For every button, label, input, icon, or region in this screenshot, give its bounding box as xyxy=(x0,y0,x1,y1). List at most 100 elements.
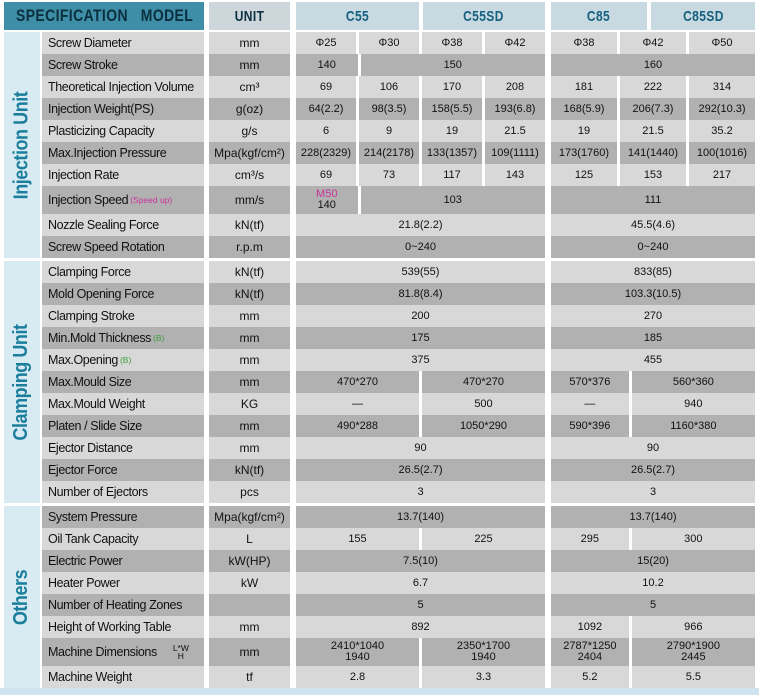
unit-cell: mm xyxy=(209,437,290,459)
table-row: Max.Mould Weight KG —500—940 xyxy=(42,393,755,415)
value-group-left: 21.8(2.2) xyxy=(296,214,545,236)
value-cell: Φ38 xyxy=(422,32,482,54)
value-cells: 2.8 3.3 5.2 5.5 xyxy=(296,666,755,688)
value-cell: Φ30 xyxy=(359,32,419,54)
header-model-c55sd-label: C55SD xyxy=(463,7,505,25)
unit-cell: mm xyxy=(209,638,290,666)
value-cell: 560*360 xyxy=(631,371,755,393)
value-cell: 19 xyxy=(551,120,617,142)
spec-label: Injection Rate xyxy=(48,168,119,182)
value-line-2: 140 xyxy=(317,199,336,211)
header-model-group-left: C55 C55SD xyxy=(296,2,545,30)
value-cell: 103.3(10.5) xyxy=(551,283,755,305)
value-cell: 90 xyxy=(296,437,545,459)
spec-label-cell: Platen / Slide Size xyxy=(42,415,204,437)
spec-label: Platen / Slide Size xyxy=(48,419,142,433)
value-cell: 35.2 xyxy=(689,120,755,142)
value-cell: 125 xyxy=(551,164,617,186)
value-cell: 295 xyxy=(551,528,629,550)
value-line-1: M50 xyxy=(316,187,338,200)
unit-cell: kN(tf) xyxy=(209,459,290,481)
unit-cell: r.p.m xyxy=(209,236,290,258)
spec-label-cell: Heater Power xyxy=(42,572,204,594)
value-cell: 69 xyxy=(296,76,356,98)
value-group-left: Φ25 Φ30 Φ38 Φ42 xyxy=(296,32,545,54)
value-group-left: 81.8(8.4) xyxy=(296,283,545,305)
spec-table-body: Injection Unit Screw Diameter mm Φ25 Φ30 Φ38 Φ… xyxy=(4,32,755,688)
spec-label-cell: Theoretical Injection Volume xyxy=(42,76,204,98)
header-model-c85sd: C85SD xyxy=(651,2,755,30)
spec-label: Clamping Stroke xyxy=(48,309,135,323)
unit-cell: mm xyxy=(209,327,290,349)
value-group-left: 7.5(10) xyxy=(296,550,545,572)
value-group-left: 140 150 xyxy=(296,54,545,76)
value-cell: 2410*1040 1940 xyxy=(296,638,419,666)
value-cell: 3 xyxy=(551,481,755,503)
value-cells: 228(2329) 214(2178) 133(1357) 109(1111) 173(… xyxy=(296,142,755,164)
unit-cell: mm xyxy=(209,349,290,371)
value-cells: 200 270 xyxy=(296,305,755,327)
value-group-left: 175 xyxy=(296,327,545,349)
spec-label: Min.Mold Thickness xyxy=(48,331,152,345)
table-row: Mold Opening Force kN(tf) 81.8(8.4) 103.3(1… xyxy=(42,283,755,305)
value-cell: 143 xyxy=(485,164,545,186)
table-row: Number of Heating Zones 5 5 xyxy=(42,594,755,616)
table-row: Nozzle Sealing Force kN(tf) 21.8(2.2) 45.5(… xyxy=(42,214,755,236)
value-group-left: 26.5(2.7) xyxy=(296,459,545,481)
unit-cell: cm³ xyxy=(209,76,290,98)
section-label-text: Clamping Unit xyxy=(10,323,33,441)
table-row: Screw Stroke mm 140 150 160 xyxy=(42,54,755,76)
value-cell: 175 xyxy=(296,327,545,349)
value-group-right: 5.2 5.5 xyxy=(551,666,755,688)
spec-label: Max.Injection Pressure xyxy=(48,146,167,160)
value-cell: 45.5(4.6) xyxy=(551,214,755,236)
value-group-left: 6 9 19 21.5 xyxy=(296,120,545,142)
unit-cell: mm xyxy=(209,371,290,393)
spec-label: Machine Weight xyxy=(48,670,132,684)
unit-cell: Mpa(kgf/cm²) xyxy=(209,506,290,528)
table-header: SPECIFICATION MODEL UNIT C55 C55SD C85 C… xyxy=(4,2,755,30)
value-cells: 90 90 xyxy=(296,437,755,459)
value-cell: 892 xyxy=(296,616,545,638)
spec-label: Injection Speed xyxy=(48,193,129,207)
value-cell: M50 140 xyxy=(296,186,358,214)
value-group-right: Φ38 Φ42 Φ50 xyxy=(551,32,755,54)
value-group-right: 181 222 314 xyxy=(551,76,755,98)
value-cell: 570*376 xyxy=(551,371,629,393)
table-row: Screw Speed Rotation r.p.m 0~240 0~240 xyxy=(42,236,755,258)
value-cell: 109(1111) xyxy=(485,142,545,164)
spec-label: Number of Heating Zones xyxy=(48,598,182,612)
unit-cell: mm xyxy=(209,54,290,76)
value-cells: 81.8(8.4) 103.3(10.5) xyxy=(296,283,755,305)
table-row: Injection Speed (Speed up) mm/s M50 140 103 11… xyxy=(42,186,755,214)
value-group-left: 2410*1040 1940 2350*1700 1940 xyxy=(296,638,545,666)
spec-label: Screw Speed Rotation xyxy=(48,240,165,254)
spec-label: Max.Mould Weight xyxy=(48,397,145,411)
table-row: Plasticizing Capacity g/s 6 9 19 21.5 19 21.5 35… xyxy=(42,120,755,142)
value-cell: 966 xyxy=(631,616,755,638)
value-group-right: 833(85) xyxy=(551,261,755,283)
value-group-right: 0~240 xyxy=(551,236,755,258)
value-cells: 375 455 xyxy=(296,349,755,371)
spec-label: Injection Weight(PS) xyxy=(48,102,154,116)
value-line-2: 2445 xyxy=(681,651,706,663)
spec-label: Ejector Distance xyxy=(48,441,133,455)
header-model-c85-label: C85 xyxy=(587,7,611,25)
value-cell: 5.5 xyxy=(631,666,755,688)
value-cell: 228(2329) xyxy=(296,142,356,164)
section-label-clamping-unit: Clamping Unit xyxy=(4,261,40,503)
table-row: Clamping Stroke mm 200 270 xyxy=(42,305,755,327)
header-unit-cell: UNIT xyxy=(209,2,290,30)
unit-cell: kN(tf) xyxy=(209,214,290,236)
value-group-left: 6.7 xyxy=(296,572,545,594)
value-cell: 6.7 xyxy=(296,572,545,594)
table-row: Max.Mould Size mm 470*270 470*270 570*376 560… xyxy=(42,371,755,393)
value-cell: 111 xyxy=(551,186,755,214)
spec-label-cell: Screw Diameter xyxy=(42,32,204,54)
value-cells: 155 225 295 300 xyxy=(296,528,755,550)
header-unit-label: UNIT xyxy=(234,7,265,25)
spec-label-cell: Max.Injection Pressure xyxy=(42,142,204,164)
value-cell: 90 xyxy=(551,437,755,459)
value-group-left: 64(2.2) 98(3.5) 158(5.5) 193(6.8) xyxy=(296,98,545,120)
value-cell: 6 xyxy=(296,120,356,142)
